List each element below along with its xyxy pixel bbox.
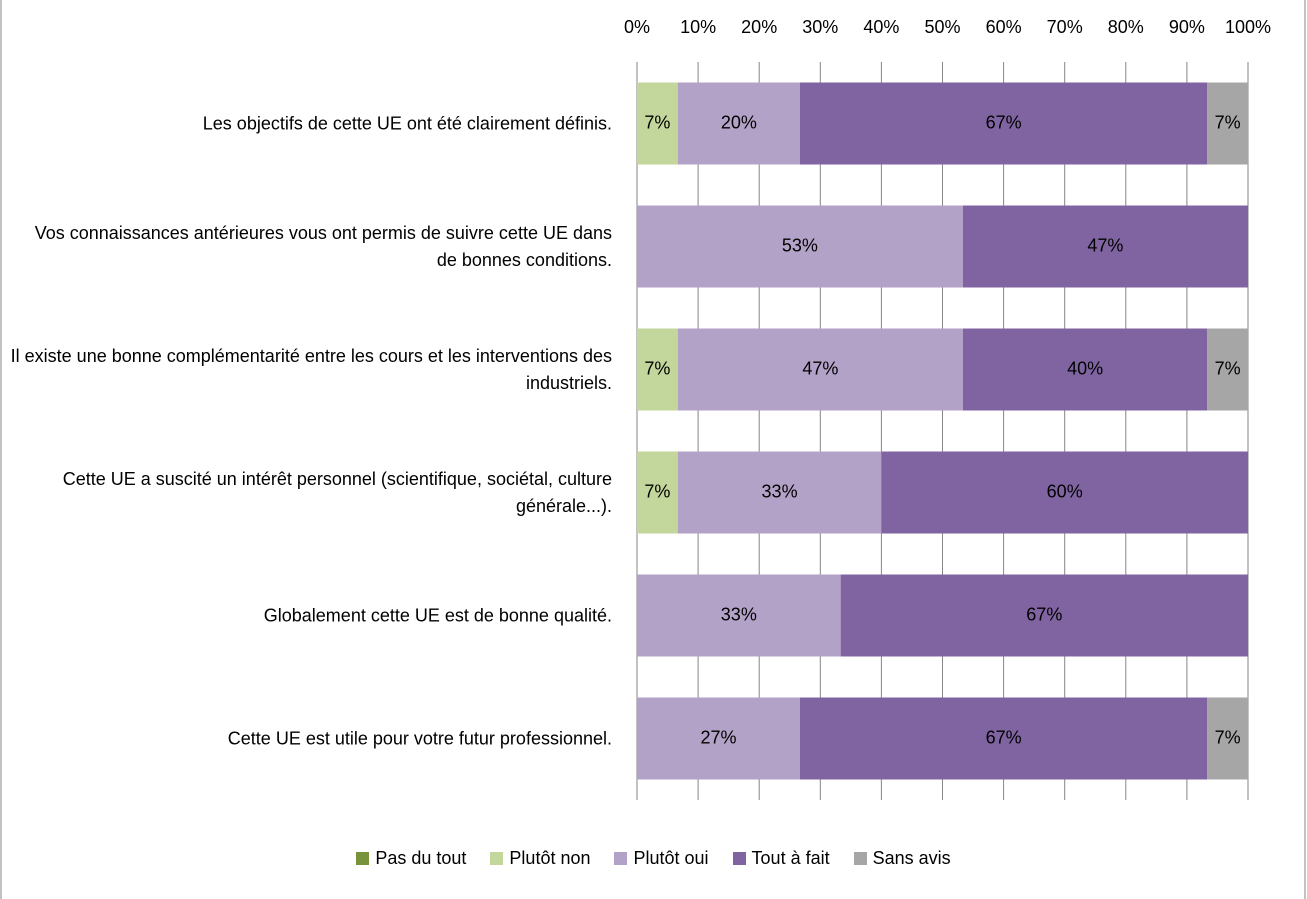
bar-segment (677, 451, 882, 534)
category-label: Cette UE est utile pour votre futur prof… (227, 728, 612, 748)
bar-segment (677, 82, 800, 165)
legend-label: Plutôt non (509, 848, 591, 868)
legend-swatch (490, 852, 504, 865)
data-label: 67% (986, 112, 1022, 132)
x-tick-label: 20% (741, 17, 777, 37)
legend-swatch (853, 852, 867, 865)
legend-item: Sans avis (853, 848, 951, 869)
data-label: 40% (1067, 358, 1103, 378)
data-label: 47% (1087, 235, 1123, 255)
legend-label: Plutôt oui (633, 848, 709, 868)
x-tick-label: 60% (986, 17, 1022, 37)
bar-segment (799, 82, 1208, 165)
data-label: 7% (1215, 358, 1241, 378)
x-tick-label: 100% (1225, 17, 1271, 37)
data-label: 60% (1047, 481, 1083, 501)
bar-segment (637, 205, 963, 288)
category-label: Globalement cette UE est de bonne qualit… (263, 605, 612, 625)
x-tick-label: 40% (863, 17, 899, 37)
data-label: 7% (644, 358, 670, 378)
data-label: 7% (644, 481, 670, 501)
legend-swatch (614, 852, 628, 865)
legend-label: Sans avis (872, 848, 951, 868)
x-tick-label: 0% (624, 17, 650, 37)
bar-segment (637, 574, 841, 657)
x-tick-label: 80% (1108, 17, 1144, 37)
category-label: Il existe une bonne complémentarité entr… (10, 345, 612, 393)
category-label: Les objectifs de cette UE ont été claire… (202, 113, 612, 133)
data-label: 47% (802, 358, 838, 378)
bar-segment (962, 328, 1208, 411)
bar-segment (799, 697, 1208, 780)
data-label: 33% (762, 481, 798, 501)
bar-segment (637, 697, 800, 780)
legend-swatch (356, 852, 370, 865)
bar-segment (637, 328, 678, 411)
data-label: 7% (644, 112, 670, 132)
legend: Pas du tout Plutôt non Plutôt oui Tout à fa… (0, 848, 1307, 869)
bar-segment (1207, 697, 1249, 780)
legend-item: Plutôt non (490, 848, 590, 869)
category-label: Vos connaissances antérieures vous ont p… (34, 222, 612, 270)
data-label: 53% (782, 235, 818, 255)
legend-item: Plutôt oui (614, 848, 709, 869)
legend-item: Tout à fait (732, 848, 830, 869)
bar-segment (677, 328, 963, 411)
data-label: 67% (1026, 604, 1062, 624)
data-label: 7% (1215, 112, 1241, 132)
data-label: 27% (700, 727, 736, 747)
data-label: 67% (986, 727, 1022, 747)
x-tick-label: 50% (924, 17, 960, 37)
bar-segment (637, 82, 678, 165)
x-tick-label: 70% (1047, 17, 1083, 37)
x-tick-label: 30% (802, 17, 838, 37)
bar-segment (637, 451, 678, 534)
bar-segment (840, 574, 1248, 657)
data-label: 33% (721, 604, 757, 624)
x-tick-label: 90% (1169, 17, 1205, 37)
bar-segment (881, 451, 1248, 534)
legend-label: Tout à fait (751, 848, 830, 868)
legend-swatch (732, 852, 746, 865)
data-label: 7% (1215, 727, 1241, 747)
legend-item: Pas du tout (356, 848, 466, 869)
bar-segment (1207, 82, 1249, 165)
category-label: Cette UE a suscité un intérêt personnel … (62, 468, 612, 516)
bar-segment (1207, 328, 1249, 411)
bar-segment (962, 205, 1248, 288)
data-label: 20% (721, 112, 757, 132)
legend-label: Pas du tout (375, 848, 467, 868)
x-tick-label: 10% (680, 17, 716, 37)
